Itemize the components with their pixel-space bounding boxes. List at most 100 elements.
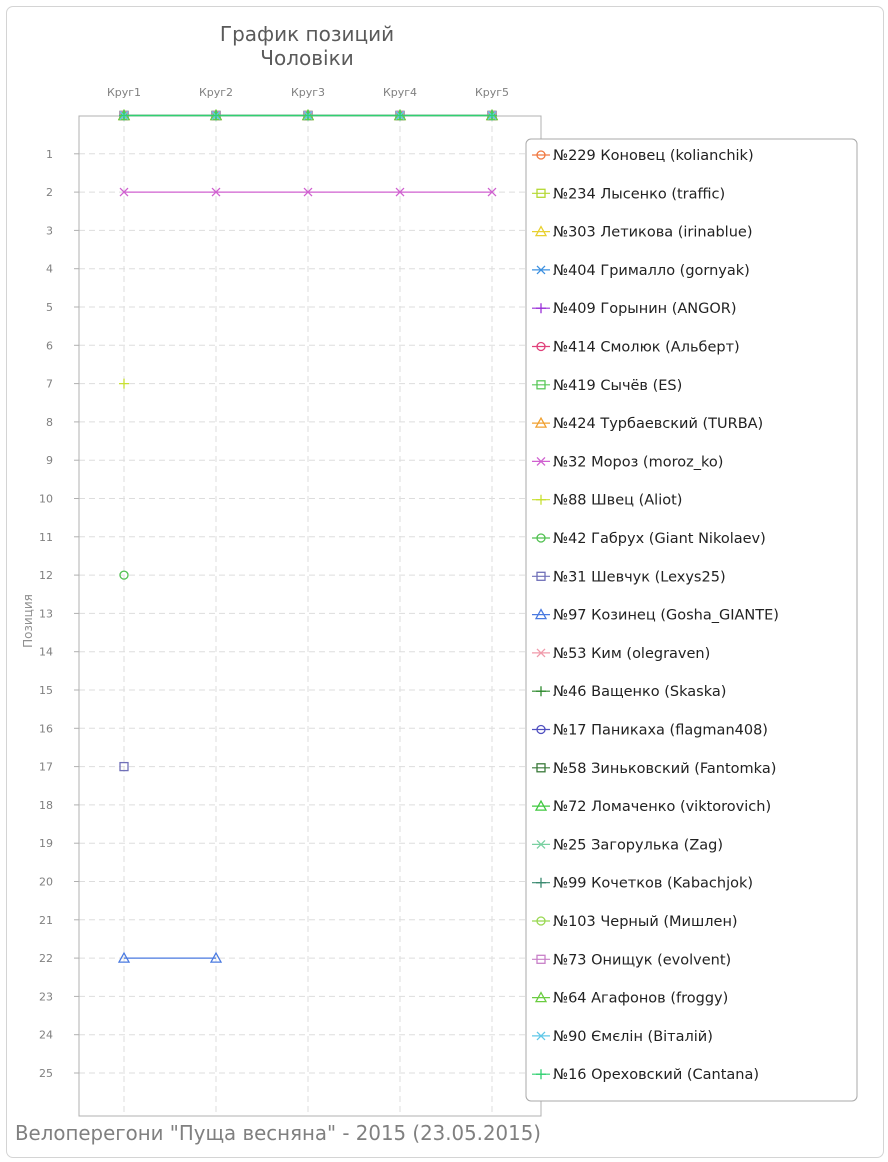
y-tick-label-8: 8 — [46, 416, 53, 429]
legend-label-4: №409 Горынин (ANGOR) — [553, 301, 737, 317]
data-point-s24-2 — [303, 110, 313, 121]
legend-marker-5 — [536, 341, 546, 352]
chart-frame: График позиций Чоловіки Позиция Круг1 Кру… — [6, 6, 884, 1158]
y-tick-label-9: 9 — [46, 454, 53, 467]
legend-label-9: №88 Швец (Aliot) — [553, 493, 682, 509]
data-point-s8-2 — [303, 187, 313, 197]
series-marks — [117, 109, 499, 963]
legend-label-22: №64 Агафонов (froggy) — [553, 991, 728, 1007]
legend-label-8: №32 Мороз (moroz_ko) — [553, 454, 723, 470]
legend-label-13: №53 Ким (olegraven) — [553, 646, 710, 662]
y-tick-label-2: 2 — [46, 186, 53, 199]
legend-label-0: №229 Коновец (kolianchik) — [553, 148, 754, 164]
legend-label-14: №46 Ващенко (Skaska) — [553, 684, 726, 700]
data-point-s8-1 — [211, 187, 221, 197]
legend-label-19: №99 Кочетков (Kabachjok) — [553, 876, 753, 892]
y-tick-label-23: 23 — [39, 990, 53, 1003]
legend-marker-18 — [536, 839, 546, 849]
legend-marker-21 — [536, 954, 546, 964]
y-tick-label-17: 17 — [39, 761, 53, 774]
y-tick-label-19: 19 — [39, 837, 53, 850]
legend-marker-19 — [536, 877, 546, 888]
data-point-s24-3 — [395, 110, 405, 121]
legend-label-10: №42 Габрух (Giant Nikolaev) — [553, 531, 766, 547]
y-tick-label-20: 20 — [39, 876, 53, 889]
legend — [525, 138, 858, 1102]
legend-label-23: №90 Ємєлін (Віталій) — [553, 1029, 713, 1045]
legend-marker-10 — [536, 533, 546, 543]
legend-label-2: №303 Летикова (irinablue) — [553, 225, 752, 241]
y-tick-label-14: 14 — [39, 646, 53, 659]
legend-label-17: №72 Ломаченко (viktorovich) — [553, 799, 771, 815]
legend-marker-0 — [536, 150, 546, 160]
data-point-s8-4 — [487, 187, 497, 197]
legend-marker-14 — [536, 686, 546, 697]
chart-subtitle: Чоловіки — [260, 46, 353, 70]
legend-marker-3 — [536, 265, 546, 275]
legend-marker-16 — [536, 763, 546, 773]
legend-marker-1 — [536, 188, 546, 198]
data-point-s12-1 — [209, 951, 223, 963]
x-tick-label-4: Круг4 — [383, 86, 417, 99]
legend-marker-2 — [534, 225, 548, 237]
position-chart: График позиций Чоловіки Позиция Круг1 Кру… — [15, 22, 858, 1145]
legend-marker-20 — [536, 916, 546, 926]
y-tick-label-24: 24 — [39, 1029, 53, 1042]
y-tick-label-11: 11 — [39, 531, 53, 544]
legend-marker-11 — [536, 571, 546, 581]
y-tick-label-15: 15 — [39, 684, 53, 697]
y-tick-label-16: 16 — [39, 722, 53, 735]
legend-label-11: №31 Шевчук (Lexys25) — [553, 569, 726, 585]
legend-entries: №229 Коновец (kolianchik) №234 Лысенко (t… — [532, 148, 779, 1083]
y-tick-label-10: 10 — [39, 493, 53, 506]
data-point-s9-0 — [119, 378, 129, 389]
legend-label-1: №234 Лысенко (traffic) — [553, 186, 725, 202]
legend-marker-23 — [536, 1031, 546, 1041]
legend-label-3: №404 Грималло (gornyak) — [553, 263, 750, 279]
legend-label-20: №103 Черный (Мишлен) — [553, 914, 738, 930]
data-point-s8-3 — [395, 187, 405, 197]
legend-label-6: №419 Сычёв (ES) — [553, 378, 682, 394]
x-tick-labels: Круг1 Круг2 Круг3 Круг4 Круг5 — [107, 86, 509, 99]
data-point-s24-0 — [119, 110, 129, 121]
legend-marker-17 — [534, 799, 548, 811]
legend-marker-9 — [536, 494, 546, 505]
y-tick-label-5: 5 — [46, 301, 53, 314]
legend-marker-13 — [536, 648, 546, 658]
y-tick-label-1: 1 — [46, 148, 53, 161]
data-point-s8-0 — [119, 187, 129, 197]
legend-marker-7 — [534, 416, 548, 428]
legend-label-16: №58 Зиньковский (Fantomka) — [553, 761, 776, 777]
y-tick-label-7: 7 — [46, 378, 53, 391]
legend-marker-24 — [536, 1069, 546, 1080]
y-axis-label: Позиция — [21, 594, 35, 648]
legend-label-21: №73 Онищук (evolvent) — [553, 952, 731, 968]
x-tick-label-1: Круг1 — [107, 86, 141, 99]
x-tick-label-3: Круг3 — [291, 86, 325, 99]
legend-label-18: №25 Загорулька (Zag) — [553, 837, 723, 853]
chart-footer: Велоперегони "Пуща весняна" - 2015 (23.0… — [15, 1121, 541, 1145]
y-tick-label-3: 3 — [46, 224, 53, 237]
legend-marker-15 — [536, 724, 546, 735]
legend-marker-6 — [536, 380, 546, 390]
y-tick-label-22: 22 — [39, 952, 53, 965]
legend-label-15: №17 Паникаха (flagman408) — [553, 723, 768, 739]
y-tick-labels: 1234567891011121314151617181920212223242… — [39, 148, 53, 1080]
legend-marker-8 — [536, 456, 546, 466]
legend-marker-12 — [534, 608, 548, 620]
chart-title: График позиций — [220, 22, 394, 46]
grid-lines — [74, 116, 541, 1116]
legend-label-24: №16 Ореховский (Cantana) — [553, 1067, 759, 1083]
legend-label-5: №414 Смолюк (Альберт) — [553, 340, 740, 356]
plot-area — [78, 115, 542, 1117]
y-tick-label-4: 4 — [46, 263, 53, 276]
data-point-s11-0 — [119, 761, 129, 772]
x-tick-label-5: Круг5 — [475, 86, 509, 99]
data-point-s10-0 — [119, 570, 129, 580]
legend-marker-4 — [536, 303, 546, 314]
data-point-s12-0 — [117, 951, 131, 963]
data-point-s24-1 — [211, 110, 221, 121]
legend-label-7: №424 Турбаевский (TURBA) — [553, 416, 763, 432]
y-tick-label-21: 21 — [39, 914, 53, 927]
y-tick-label-12: 12 — [39, 569, 53, 582]
